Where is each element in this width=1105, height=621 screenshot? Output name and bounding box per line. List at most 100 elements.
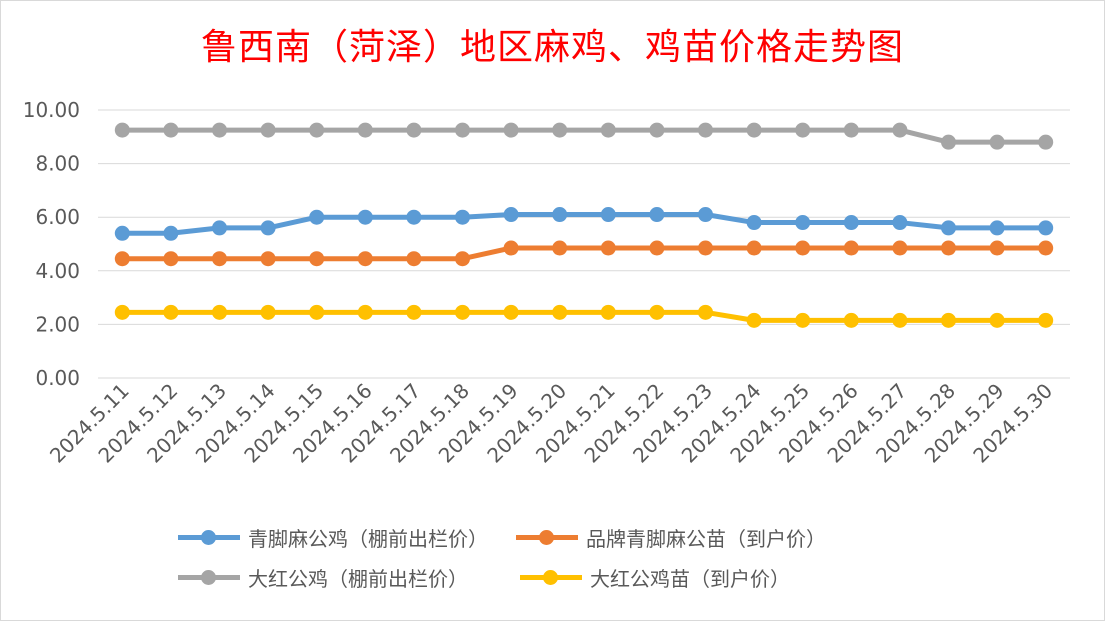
legend-swatch-gray bbox=[178, 567, 240, 587]
legend-label: 大红公鸡（棚前出栏价） bbox=[248, 566, 468, 591]
data-point bbox=[357, 209, 373, 225]
legend-swatch-blue bbox=[178, 527, 240, 547]
data-point bbox=[406, 209, 422, 225]
data-point bbox=[698, 207, 713, 223]
y-tick-label: 4.00 bbox=[35, 259, 80, 283]
data-point bbox=[212, 304, 227, 320]
data-point bbox=[309, 251, 325, 267]
data-point bbox=[843, 122, 859, 138]
data-point bbox=[746, 122, 762, 138]
legend-item-red-rooster: 大红公鸡（棚前出栏价） bbox=[178, 563, 468, 592]
data-point bbox=[649, 122, 665, 138]
data-point bbox=[698, 304, 713, 320]
data-point bbox=[892, 215, 908, 231]
data-point bbox=[503, 207, 519, 223]
legend-row-2: 大红公鸡（棚前出栏价） 大红公鸡苗（到户价） bbox=[178, 562, 806, 592]
series-3 bbox=[114, 304, 1054, 328]
legend-item-brand-chick: 品牌青脚麻公苗（到户价） bbox=[516, 523, 826, 552]
series-0 bbox=[114, 207, 1054, 241]
data-point bbox=[698, 122, 713, 138]
data-point bbox=[163, 225, 179, 241]
data-point bbox=[114, 304, 130, 320]
data-point bbox=[406, 251, 422, 267]
data-point bbox=[552, 240, 568, 256]
data-point bbox=[843, 312, 859, 328]
series-line bbox=[122, 309, 1046, 323]
y-tick-label: 0.00 bbox=[35, 366, 80, 390]
x-axis-ticks: 2024.5.112024.5.122024.5.132024.5.142024… bbox=[45, 379, 1057, 468]
data-point bbox=[746, 240, 762, 256]
data-point bbox=[989, 134, 1005, 150]
data-point bbox=[795, 215, 811, 231]
data-point bbox=[941, 240, 956, 256]
data-point bbox=[357, 251, 373, 267]
data-point bbox=[649, 304, 665, 320]
data-point bbox=[600, 240, 616, 256]
legend-label: 品牌青脚麻公苗（到户价） bbox=[586, 526, 826, 551]
data-point bbox=[941, 134, 956, 150]
data-point bbox=[260, 304, 276, 320]
series-line bbox=[122, 127, 1046, 145]
data-point bbox=[163, 304, 179, 320]
data-point bbox=[892, 240, 908, 256]
legend-swatch-orange bbox=[516, 527, 578, 547]
data-point bbox=[600, 304, 616, 320]
data-point bbox=[406, 122, 422, 138]
data-point bbox=[989, 312, 1005, 328]
data-point bbox=[163, 251, 179, 267]
y-tick-label: 2.00 bbox=[35, 312, 80, 336]
data-point bbox=[114, 225, 130, 241]
y-tick-label: 6.00 bbox=[35, 205, 80, 229]
data-point bbox=[600, 122, 616, 138]
series-line bbox=[122, 212, 1046, 236]
data-point bbox=[114, 251, 130, 267]
series-line bbox=[122, 245, 1046, 262]
legend-item-qingjiao-rooster: 青脚麻公鸡（棚前出栏价） bbox=[178, 523, 488, 552]
legend-swatch-yellow bbox=[520, 567, 582, 587]
series-2 bbox=[114, 122, 1054, 150]
data-point bbox=[212, 251, 227, 267]
y-axis-ticks: 0.00 2.00 4.00 6.00 8.00 10.00 bbox=[23, 98, 80, 390]
data-point bbox=[309, 122, 325, 138]
data-point bbox=[114, 122, 130, 138]
data-point bbox=[552, 122, 568, 138]
data-point bbox=[503, 304, 519, 320]
data-point bbox=[212, 122, 227, 138]
data-point bbox=[552, 207, 568, 223]
data-point bbox=[892, 122, 908, 138]
chart-title: 鲁西南（菏泽）地区麻鸡、鸡苗价格走势图 bbox=[200, 27, 904, 68]
data-point bbox=[357, 122, 373, 138]
data-point bbox=[843, 215, 859, 231]
legend-label: 青脚麻公鸡（棚前出栏价） bbox=[248, 526, 488, 551]
data-point bbox=[795, 240, 811, 256]
data-point bbox=[260, 251, 276, 267]
data-point bbox=[503, 240, 519, 256]
data-point bbox=[795, 122, 811, 138]
data-point bbox=[163, 122, 179, 138]
series-1 bbox=[114, 240, 1054, 267]
data-point bbox=[1038, 220, 1054, 236]
data-point bbox=[455, 209, 470, 225]
data-point bbox=[357, 304, 373, 320]
data-point bbox=[309, 209, 325, 225]
data-point bbox=[503, 122, 519, 138]
data-point bbox=[989, 240, 1005, 256]
data-point bbox=[649, 207, 665, 223]
data-point bbox=[941, 312, 956, 328]
data-point bbox=[1038, 312, 1054, 328]
legend-item-red-chick: 大红公鸡苗（到户价） bbox=[520, 563, 790, 592]
data-point bbox=[406, 304, 422, 320]
data-point bbox=[989, 220, 1005, 236]
series-lines bbox=[114, 122, 1054, 328]
data-point bbox=[260, 122, 276, 138]
data-point bbox=[600, 207, 616, 223]
y-tick-label: 8.00 bbox=[35, 152, 80, 176]
y-tick-label: 10.00 bbox=[23, 98, 80, 122]
data-point bbox=[552, 304, 568, 320]
data-point bbox=[843, 240, 859, 256]
data-point bbox=[941, 220, 956, 236]
data-point bbox=[260, 220, 276, 236]
data-point bbox=[455, 122, 470, 138]
legend-label: 大红公鸡苗（到户价） bbox=[590, 566, 790, 591]
